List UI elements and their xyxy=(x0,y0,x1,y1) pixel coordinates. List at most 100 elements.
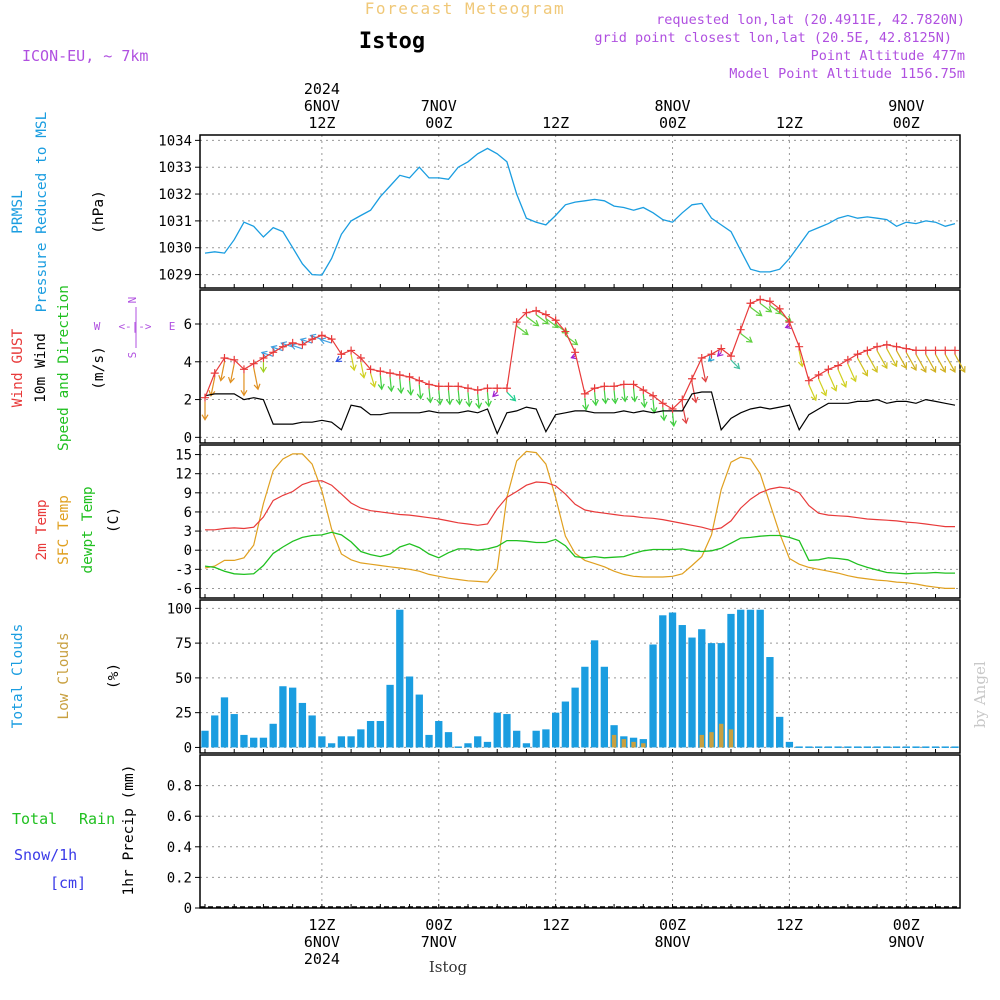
wind-arrow-shaft xyxy=(526,316,539,327)
total-cloud-bar xyxy=(727,613,735,748)
wind-arrow-shaft xyxy=(467,392,470,407)
pressure-legend-msl: Pressure Reduced to MSL xyxy=(34,111,50,312)
bottom-time-label: 00Z xyxy=(893,916,920,934)
gust-marker xyxy=(707,350,716,359)
wind-arrow xyxy=(701,361,709,383)
gridpoint-coords: grid point closest lon,lat (20.5E, 42.81… xyxy=(594,30,952,46)
gust-marker xyxy=(882,340,891,349)
gust-marker xyxy=(843,355,852,364)
wind-arrow-head xyxy=(240,390,248,397)
gust-marker xyxy=(298,340,307,349)
total-cloud-bar xyxy=(415,694,423,748)
wind-arrow-shaft xyxy=(457,390,461,405)
wind-arrow xyxy=(208,376,216,397)
gust-marker xyxy=(425,380,434,389)
gust-marker xyxy=(551,316,560,325)
total-cloud-bar xyxy=(902,746,910,748)
wind-arrow-head xyxy=(601,397,609,405)
gust-marker xyxy=(561,327,570,336)
wind-legend-gust: Wind GUST xyxy=(10,328,26,407)
total-cloud-bar xyxy=(766,657,774,748)
total-cloud-bar xyxy=(590,640,599,748)
total-cloud-bar xyxy=(337,736,346,748)
total-cloud-bar xyxy=(522,743,531,748)
wind-arrow xyxy=(582,397,590,411)
total-cloud-bar xyxy=(308,715,316,748)
total-cloud-bar xyxy=(737,609,745,748)
wind-arrow-head xyxy=(830,384,838,392)
wind-arrow-shaft xyxy=(370,373,376,387)
wind-arrow xyxy=(886,348,898,368)
wind-arrow-head xyxy=(785,315,792,322)
y-tick-label: 15 xyxy=(175,448,192,464)
total-cloud-bar xyxy=(746,609,755,748)
gust-marker xyxy=(278,342,287,351)
wind-arrow-head xyxy=(716,350,724,357)
wind-arrow-shaft xyxy=(379,375,383,390)
wind-arrow-shaft xyxy=(905,352,917,371)
y-tick-label: 12 xyxy=(175,467,192,483)
gust-marker xyxy=(610,382,619,391)
panel-labels: PRMSL Pressure Reduced to MSL (hPa) Wind GU… xyxy=(10,111,137,895)
wind-arrow-head xyxy=(369,380,377,388)
wind-arrow xyxy=(201,401,209,421)
wind-arrow-head xyxy=(359,371,367,379)
compass-west: W xyxy=(94,320,101,333)
wind-arrow xyxy=(915,354,927,373)
total-cloud-bar xyxy=(318,736,326,748)
wind-arrow xyxy=(465,392,473,408)
gust-marker xyxy=(386,369,395,378)
cloud-legend-total: Total Clouds xyxy=(10,624,26,729)
wind-arrow xyxy=(535,314,550,325)
gust-marker xyxy=(931,346,940,355)
gust-marker xyxy=(590,384,599,393)
wind-arrow xyxy=(526,316,540,327)
gust-marker xyxy=(532,306,541,315)
wind-arrow xyxy=(570,352,578,360)
wind-arrow xyxy=(601,390,609,405)
wind-arrow-head xyxy=(484,400,492,408)
y-tick-label: 9 xyxy=(184,486,192,502)
wind-arrow-shaft xyxy=(438,390,441,405)
wind-legend-10m: 10m Wind xyxy=(33,333,49,403)
wind-arrow-head xyxy=(270,345,278,352)
wind-arrow-shaft xyxy=(866,354,878,373)
wind-arrow xyxy=(759,302,773,313)
gust-marker xyxy=(454,382,463,391)
gust-marker xyxy=(493,384,502,393)
total-cloud-bar xyxy=(561,701,570,748)
gust-marker xyxy=(356,354,365,362)
pressure-line xyxy=(204,147,956,276)
wind-arrow-shaft xyxy=(486,392,490,407)
wind-arrow-shaft xyxy=(954,354,966,373)
precip-panel: 0 0.2 0.4 0.6 0.8 xyxy=(167,754,961,917)
wind-arrow-head xyxy=(681,417,689,425)
top-time-label: 00Z xyxy=(893,114,920,132)
gust-marker xyxy=(571,348,580,357)
y-tick-label: 1032 xyxy=(158,187,192,203)
wind-arrow-shaft xyxy=(418,384,422,399)
total-cloud-bar xyxy=(532,730,540,748)
wind-arrow-shaft xyxy=(652,399,655,413)
wind-arrow xyxy=(669,412,677,428)
total-cloud-bar xyxy=(931,746,940,748)
total-cloud-bar xyxy=(600,666,609,748)
total-cloud-bar xyxy=(474,736,482,748)
gust-marker xyxy=(522,308,531,317)
compass-east: E xyxy=(169,320,176,333)
wind-arrow-head xyxy=(532,320,540,327)
total-cloud-bar xyxy=(366,721,375,748)
wind-arrow-head xyxy=(746,336,753,343)
gust-marker xyxy=(405,372,414,381)
gust-marker xyxy=(473,386,482,395)
wind-arrow-head xyxy=(691,396,699,404)
total-cloud-bar xyxy=(941,746,949,748)
wind-arrow xyxy=(818,378,828,397)
compass-south: S xyxy=(126,352,139,359)
top-time-label: 6NOV xyxy=(304,97,340,115)
gust-marker xyxy=(541,310,550,319)
wind-arrow-shaft xyxy=(408,380,412,395)
gust-marker xyxy=(678,395,687,404)
wind-arrow-head xyxy=(299,337,307,345)
